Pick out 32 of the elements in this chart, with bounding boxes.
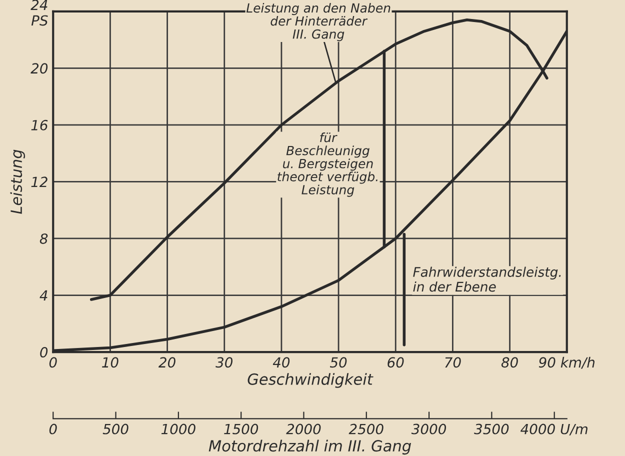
x-tick-label: 60 xyxy=(388,357,404,368)
x2-tick-label: 2500 xyxy=(348,424,384,434)
annotation: Fahrwiderstandsleistg. in der Ebene xyxy=(413,266,561,292)
y-tick-label: 16 xyxy=(31,120,48,130)
y-tick-label: 20 xyxy=(30,63,48,74)
x-tick-label: 20 xyxy=(158,357,176,368)
x-tick-label: 50 xyxy=(330,357,347,368)
y-tick-label: 8 xyxy=(40,233,48,244)
x-tick-label: 70 xyxy=(445,357,461,368)
y-tick-label: 0 xyxy=(40,347,48,358)
x2-tick-label: 0 xyxy=(49,424,57,434)
x-tick-label: 90 km/h xyxy=(538,356,595,369)
x2-tick-label: 2000 xyxy=(286,424,321,434)
x-tick-label: 0 xyxy=(49,357,57,368)
x-axis-title: Geschwindigkeit xyxy=(248,373,374,388)
x2-tick-label: 4000 U/m xyxy=(520,424,588,436)
x2-tick-label: 3500 xyxy=(474,424,509,434)
annotation: für Beschleunigg u. Bergsteigen theoret verfügb. Leistung xyxy=(278,132,378,197)
x-tick-label: 10 xyxy=(102,357,118,368)
annotation: Leistung an den Naben der Hinterräder III. Gang xyxy=(246,3,390,42)
x2-axis-title: Motordrehzahl im III. Gang xyxy=(208,440,411,455)
x2-tick-label: 3000 xyxy=(411,424,446,434)
y-axis-title: Leistung xyxy=(10,150,26,214)
y-tick-label: 4 xyxy=(40,290,48,301)
x-tick-label: 80 xyxy=(501,357,518,368)
x-tick-label: 30 xyxy=(216,357,233,368)
x2-tick-label: 500 xyxy=(102,424,128,434)
x-tick-label: 40 xyxy=(272,357,290,368)
y-tick-label: 24 PS xyxy=(30,0,48,26)
x2-tick-label: 1500 xyxy=(224,424,258,434)
y-tick-label: 12 xyxy=(31,176,48,187)
x2-tick-label: 1000 xyxy=(161,424,196,434)
